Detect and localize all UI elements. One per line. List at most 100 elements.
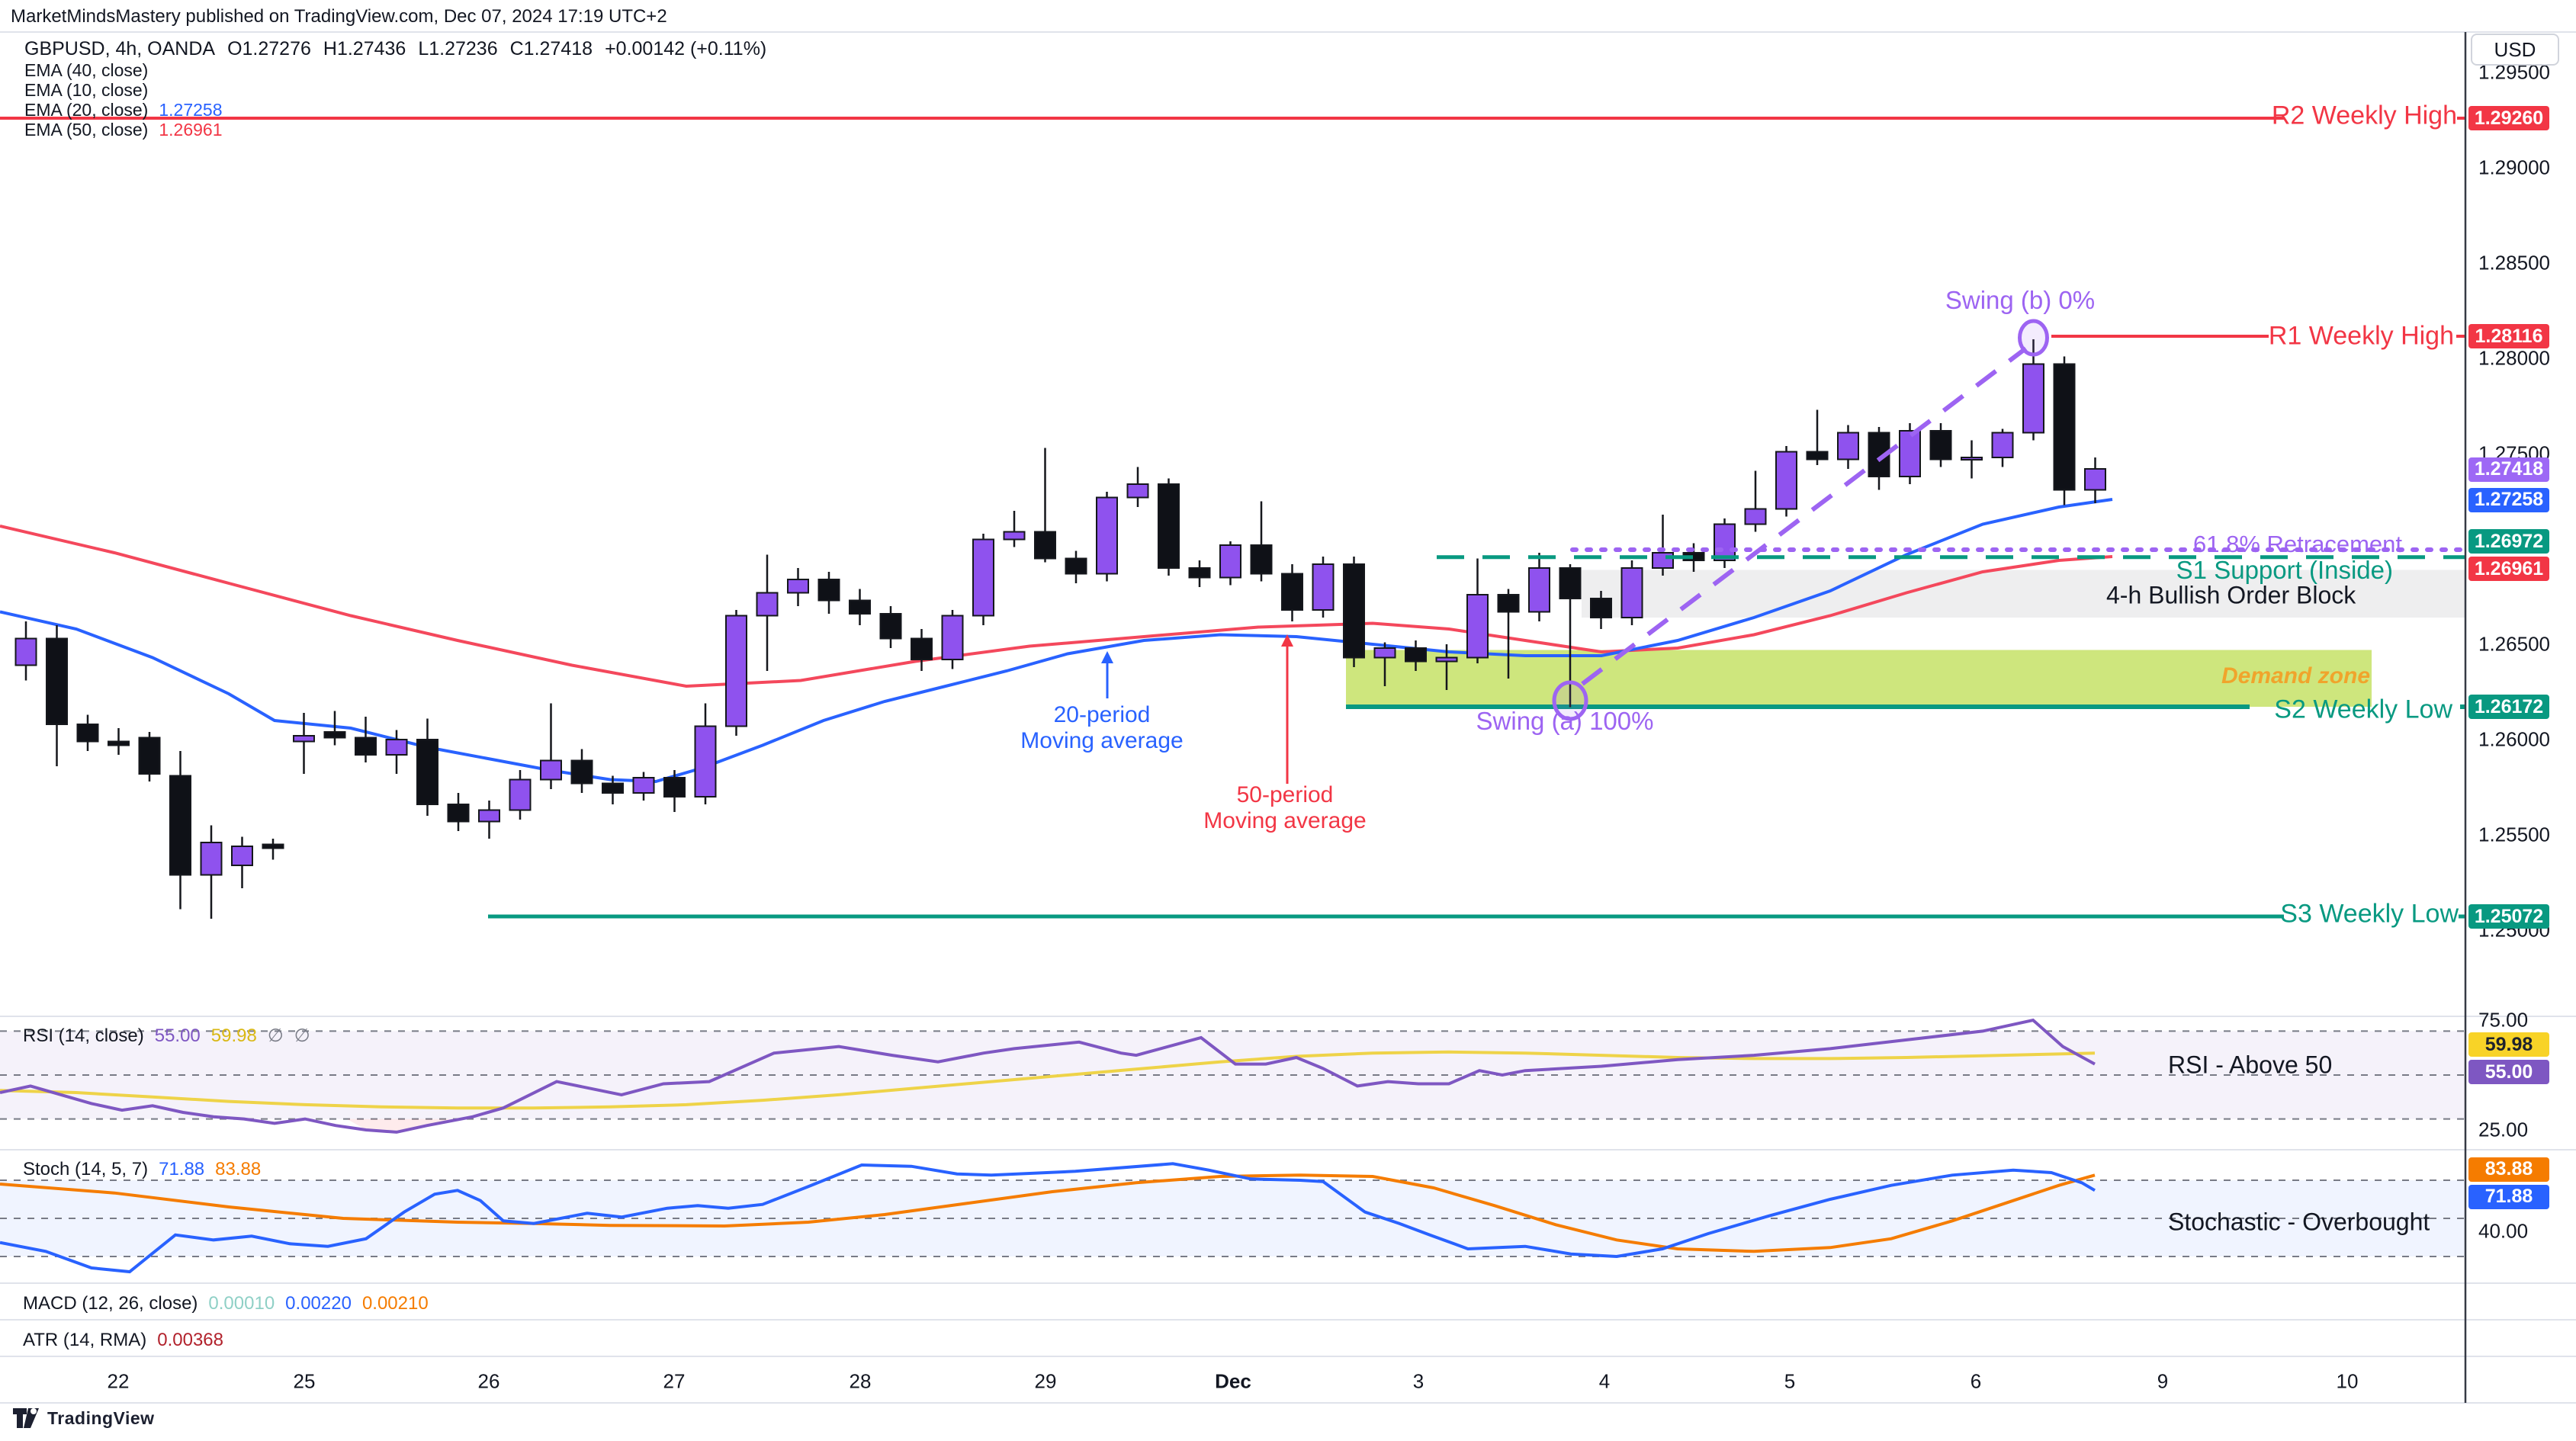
candle[interactable] — [1158, 483, 1180, 569]
ma20-annotation[interactable]: 20-period Moving average — [1020, 702, 1183, 754]
symbol-title[interactable]: GBPUSD, 4h, OANDA — [24, 38, 216, 59]
swing-a-annotation[interactable]: Swing (a) 100% — [1476, 707, 1654, 735]
candle[interactable] — [1373, 647, 1396, 659]
time-axis-label[interactable]: Dec — [1215, 1369, 1251, 1393]
candle[interactable] — [1620, 567, 1643, 618]
candle[interactable] — [632, 777, 655, 794]
candle[interactable] — [602, 782, 624, 794]
time-axis-label[interactable]: 5 — [1784, 1369, 1796, 1393]
ema20-legend[interactable]: EMA (20, close) 1.27258 — [24, 100, 779, 120]
candle[interactable] — [108, 740, 130, 746]
ema50-line[interactable] — [0, 525, 2113, 688]
candle[interactable] — [447, 804, 470, 823]
candle[interactable] — [1466, 594, 1489, 659]
demand-zone-annotation[interactable]: Demand zone — [2221, 663, 2370, 688]
candle[interactable] — [355, 737, 377, 756]
s1-support-label[interactable]: S1 Support (Inside) — [2176, 556, 2393, 584]
ema20-line[interactable] — [0, 498, 2113, 784]
swing-b-circle[interactable] — [2018, 319, 2049, 357]
ema40-legend[interactable]: EMA (40, close) — [24, 60, 779, 80]
candle[interactable] — [169, 775, 191, 876]
candle[interactable] — [1003, 531, 1026, 541]
swing-trendline[interactable] — [1581, 346, 2028, 686]
candle[interactable] — [1559, 567, 1582, 599]
time-axis-label[interactable]: 4 — [1598, 1369, 1611, 1393]
candle[interactable] — [1991, 432, 2014, 458]
time-axis-label[interactable]: 9 — [2157, 1369, 2169, 1393]
candle[interactable] — [787, 579, 809, 594]
stoch-d-line[interactable] — [0, 1173, 2096, 1253]
rsi-legend[interactable]: RSI (14, close) 55.00 59.98 ∅ ∅ — [23, 1025, 332, 1047]
candle[interactable] — [1806, 451, 1829, 461]
candle[interactable] — [694, 725, 717, 798]
symbol-row[interactable]: GBPUSD, 4h, OANDA O1.27276 H1.27436 L1.2723… — [24, 38, 779, 60]
candle[interactable] — [1497, 594, 1520, 613]
candle[interactable] — [1435, 656, 1458, 663]
s2-weekly-low-label[interactable]: S2 Weekly Low — [2274, 695, 2452, 724]
candle[interactable] — [1126, 483, 1149, 499]
candle[interactable] — [46, 637, 68, 725]
candle[interactable] — [972, 538, 994, 617]
time-axis-label[interactable]: 22 — [107, 1369, 130, 1393]
time-axis-label[interactable]: 6 — [1970, 1369, 1982, 1393]
r2-weekly-high-label[interactable]: R2 Weekly High — [2271, 101, 2457, 130]
candle[interactable] — [540, 759, 562, 781]
r1-weekly-high-label[interactable]: R1 Weekly High — [2268, 321, 2454, 351]
candle[interactable] — [509, 778, 532, 811]
time-axis-label[interactable]: 28 — [849, 1369, 872, 1393]
stoch-legend[interactable]: Stoch (14, 5, 7) 71.88 83.88 — [23, 1159, 282, 1180]
candle[interactable] — [231, 846, 253, 866]
fib-retracement-label[interactable]: 61.8% Retracement — [2193, 531, 2402, 557]
candle[interactable] — [1219, 544, 1241, 579]
candle[interactable] — [1281, 573, 1303, 611]
candle[interactable] — [879, 613, 902, 640]
candle[interactable] — [941, 615, 964, 660]
time-axis-label[interactable]: 29 — [1034, 1369, 1057, 1393]
swing-b-annotation[interactable]: Swing (b) 0% — [1945, 286, 2096, 314]
currency-axis-tab[interactable]: USD — [2471, 34, 2559, 66]
time-axis-label[interactable]: 26 — [477, 1369, 500, 1393]
candle[interactable] — [478, 809, 500, 823]
candle[interactable] — [1528, 567, 1550, 613]
candle[interactable] — [2053, 363, 2076, 491]
time-axis-label[interactable]: 3 — [1412, 1369, 1425, 1393]
candle[interactable] — [1096, 496, 1118, 575]
candle[interactable] — [1775, 451, 1797, 510]
candle[interactable] — [1312, 563, 1335, 611]
candle[interactable] — [323, 731, 346, 739]
order-block-annotation[interactable]: 4-h Bullish Order Block — [2106, 581, 2356, 609]
candle[interactable] — [138, 737, 161, 775]
candle[interactable] — [911, 637, 933, 660]
s3-weekly-low-label[interactable]: S3 Weekly Low — [2280, 899, 2459, 929]
ema50-legend[interactable]: EMA (50, close) 1.26961 — [24, 120, 779, 140]
candle[interactable] — [293, 735, 315, 743]
candle[interactable] — [1034, 531, 1056, 560]
rsi-ma-line[interactable] — [0, 1050, 2096, 1110]
order-block-zone[interactable] — [1582, 570, 2465, 618]
candle[interactable] — [849, 599, 871, 615]
candle[interactable] — [416, 739, 438, 805]
candle[interactable] — [1250, 544, 1273, 575]
rsi-note-annotation[interactable]: RSI - Above 50 — [2168, 1051, 2333, 1079]
candle[interactable] — [1929, 430, 1952, 461]
candle[interactable] — [1343, 563, 1365, 659]
candle[interactable] — [1961, 457, 1983, 461]
time-axis-label[interactable]: 25 — [293, 1369, 316, 1393]
tradingview-logo[interactable]: TradingView — [12, 1407, 155, 1430]
candle[interactable] — [817, 579, 840, 602]
candle[interactable] — [1652, 552, 1674, 569]
macd-legend[interactable]: MACD (12, 26, close) 0.00010 0.00220 0.0021… — [23, 1293, 450, 1314]
candle[interactable] — [1590, 598, 1612, 618]
candle[interactable] — [1837, 432, 1859, 461]
time-axis-label[interactable]: 10 — [2336, 1369, 2359, 1393]
candle[interactable] — [570, 759, 593, 785]
ema10-legend[interactable]: EMA (10, close) — [24, 80, 779, 100]
candle[interactable] — [14, 637, 37, 666]
candle[interactable] — [385, 739, 408, 756]
candle[interactable] — [2084, 468, 2106, 491]
candle[interactable] — [725, 615, 747, 727]
stoch-note-annotation[interactable]: Stochastic - Overbought — [2168, 1208, 2430, 1236]
candle[interactable] — [2022, 363, 2044, 434]
candle[interactable] — [1065, 557, 1087, 575]
